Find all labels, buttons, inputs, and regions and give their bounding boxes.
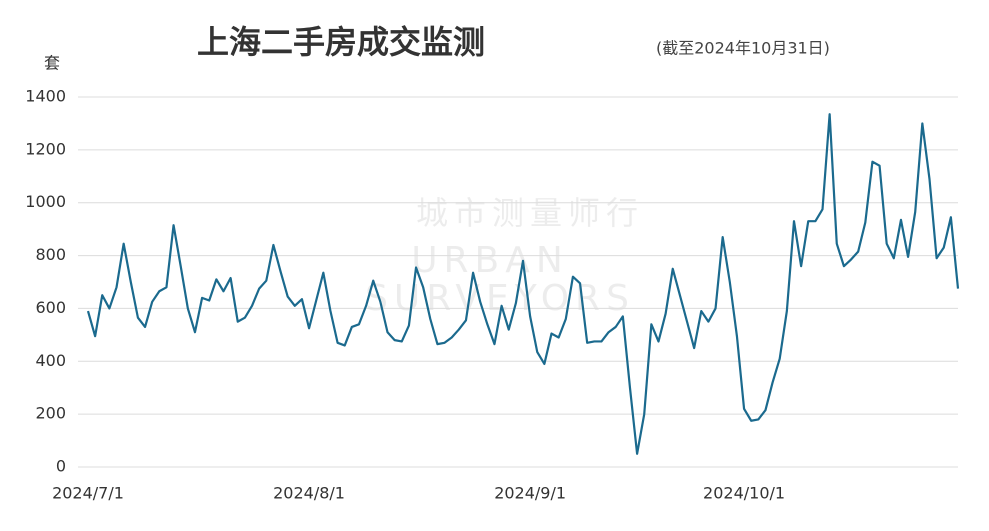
y-tick-label: 1400 bbox=[25, 87, 66, 106]
chart-subtitle: (截至2024年10月31日) bbox=[656, 39, 830, 58]
y-tick-label: 1200 bbox=[25, 139, 66, 158]
watermark: SURVEYORS bbox=[365, 278, 635, 319]
x-tick-label: 2024/8/1 bbox=[273, 484, 345, 503]
y-tick-label: 400 bbox=[35, 351, 66, 370]
y-tick-label: 600 bbox=[35, 298, 66, 317]
x-tick-label: 2024/7/1 bbox=[52, 484, 124, 503]
y-tick-label: 0 bbox=[56, 457, 66, 476]
data-line bbox=[86, 113, 960, 455]
watermark: URBAN bbox=[411, 240, 569, 281]
y-tick-label: 1000 bbox=[25, 192, 66, 211]
y-tick-label: 800 bbox=[35, 245, 66, 264]
y-axis-label: 套 bbox=[44, 54, 60, 73]
chart-title: 上海二手房成交监测 bbox=[197, 23, 485, 61]
y-tick-label: 200 bbox=[35, 404, 66, 423]
watermark: 城市测量师行 bbox=[416, 194, 644, 232]
x-tick-label: 2024/10/1 bbox=[703, 484, 785, 503]
x-tick-label: 2024/9/1 bbox=[494, 484, 566, 503]
